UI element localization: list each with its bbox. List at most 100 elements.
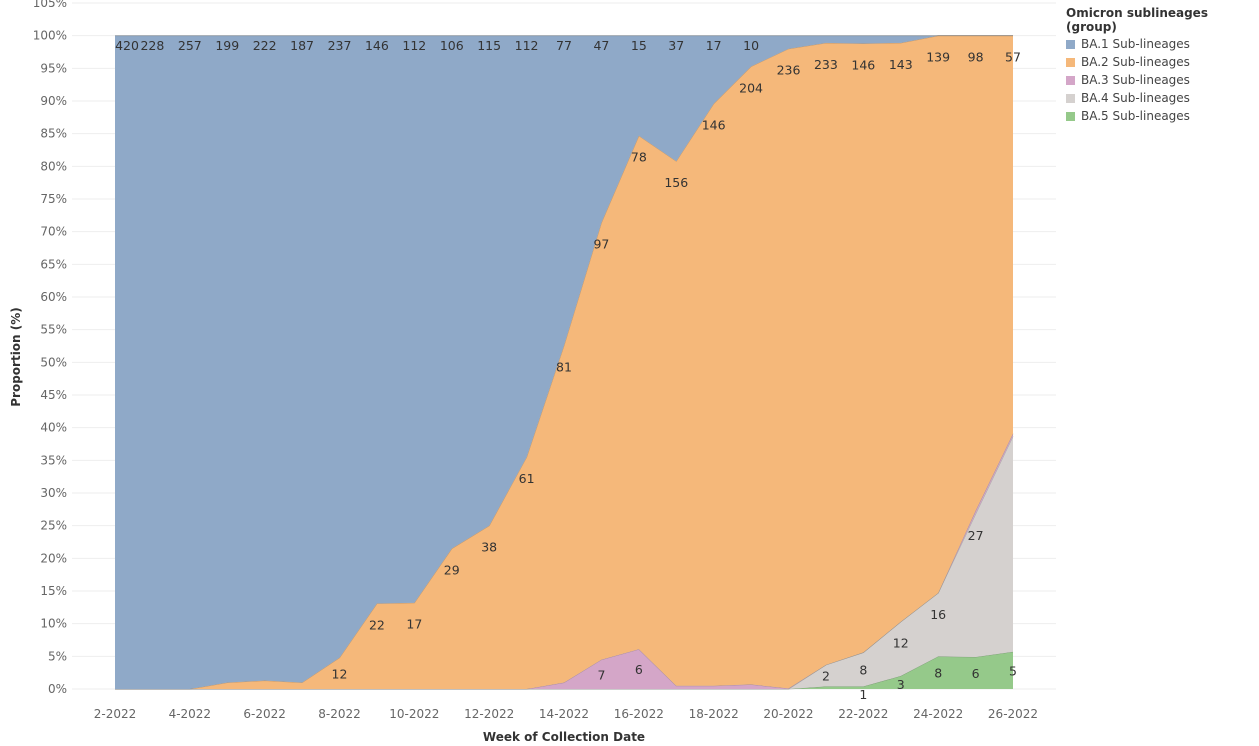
legend-swatch — [1066, 39, 1075, 49]
x-tick-label: 20-2022 — [763, 707, 813, 721]
area-ba-4-sub-lineages — [115, 436, 1013, 689]
y-tick-label: 85% — [40, 127, 67, 141]
legend-label: BA.4 Sub-lineages — [1081, 91, 1190, 105]
data-label: 8 — [934, 666, 942, 681]
y-tick-label: 10% — [40, 617, 67, 631]
data-label: 12 — [893, 636, 909, 651]
data-label: 187 — [290, 38, 314, 53]
data-label: 222 — [253, 38, 277, 53]
data-label: 12 — [332, 666, 348, 681]
data-label: 156 — [664, 175, 688, 190]
data-label: 17 — [406, 617, 422, 632]
data-label: 236 — [777, 63, 801, 78]
data-label: 27 — [968, 528, 984, 543]
data-label: 1 — [859, 687, 867, 702]
data-label: 22 — [369, 617, 385, 632]
data-label: 5 — [1009, 663, 1017, 678]
data-label: 98 — [968, 50, 984, 65]
data-label: 47 — [593, 38, 609, 53]
y-tick-label: 95% — [40, 61, 67, 75]
y-tick-label: 65% — [40, 257, 67, 271]
legend-item: BA.2 Sub-lineages — [1066, 53, 1259, 71]
data-label: 61 — [519, 471, 535, 486]
data-label: 15 — [631, 38, 647, 53]
data-label: 204 — [739, 80, 763, 95]
legend-label: BA.5 Sub-lineages — [1081, 109, 1190, 123]
y-tick-label: 75% — [40, 192, 67, 206]
data-label: 106 — [440, 38, 464, 53]
legend-item: BA.3 Sub-lineages — [1066, 71, 1259, 89]
data-label: 77 — [556, 38, 572, 53]
legend-item: BA.1 Sub-lineages — [1066, 35, 1259, 53]
y-axis-title: Proportion (%) — [9, 307, 23, 407]
data-label: 17 — [706, 38, 722, 53]
data-label: 29 — [444, 562, 460, 577]
y-tick-label: 15% — [40, 584, 67, 598]
legend-item: BA.5 Sub-lineages — [1066, 107, 1259, 125]
data-label: 146 — [365, 38, 389, 53]
x-tick-label: 26-2022 — [988, 707, 1038, 721]
legend-swatch — [1066, 75, 1075, 85]
data-label: 228 — [140, 38, 164, 53]
legend-title: Omicron sublineages (group) — [1066, 6, 1208, 34]
y-tick-label: 0% — [48, 682, 67, 696]
y-tick-label: 90% — [40, 94, 67, 108]
y-tick-label: 45% — [40, 388, 67, 402]
data-label: 420 — [115, 38, 139, 53]
y-axis-ticks: 0% 5% 10% 15% 20% 25% 30% 35% 40% 45% 50% 55% 60% 65%… — [33, 0, 67, 696]
y-tick-label: 70% — [40, 225, 67, 239]
data-label: 8 — [859, 662, 867, 677]
x-tick-label: 4-2022 — [169, 707, 212, 721]
data-label: 16 — [930, 607, 946, 622]
area-ba-5-sub-lineages — [115, 651, 1013, 689]
x-axis-ticks: 2-2022 4-2022 6-2022 8-2022 10-2022 12-2022 14… — [94, 707, 1038, 721]
data-label: 10 — [743, 38, 759, 53]
data-label: 257 — [178, 38, 202, 53]
data-label: 112 — [515, 38, 539, 53]
x-tick-label: 24-2022 — [913, 707, 963, 721]
y-tick-label: 80% — [40, 159, 67, 173]
y-tick-label: 20% — [40, 551, 67, 565]
legend-label: BA.2 Sub-lineages — [1081, 55, 1190, 69]
legend-item: BA.4 Sub-lineages — [1066, 89, 1259, 107]
x-tick-label: 16-2022 — [614, 707, 664, 721]
legend-swatch — [1066, 111, 1075, 121]
data-label: 199 — [215, 38, 239, 53]
legend-items: BA.1 Sub-lineages BA.2 Sub-lineages BA.3 S… — [1066, 35, 1259, 125]
legend-swatch — [1066, 57, 1075, 67]
y-tick-label: 35% — [40, 453, 67, 467]
x-tick-label: 14-2022 — [539, 707, 589, 721]
x-axis-title: Week of Collection Date — [483, 730, 645, 744]
data-label: 3 — [897, 677, 905, 692]
legend-swatch — [1066, 93, 1075, 103]
data-label: 81 — [556, 359, 572, 374]
x-tick-label: 6-2022 — [243, 707, 286, 721]
data-label: 38 — [481, 540, 497, 555]
y-tick-label: 105% — [33, 0, 67, 10]
y-tick-label: 40% — [40, 421, 67, 435]
y-tick-label: 100% — [33, 29, 67, 43]
data-label: 143 — [889, 57, 913, 72]
area-ba-1-sub-lineages — [115, 35, 1013, 690]
data-label: 237 — [328, 38, 352, 53]
x-tick-label: 12-2022 — [464, 707, 514, 721]
legend-label: BA.1 Sub-lineages — [1081, 37, 1190, 51]
x-tick-label: 22-2022 — [838, 707, 888, 721]
data-label: 115 — [477, 38, 501, 53]
data-label: 57 — [1005, 50, 1021, 65]
data-label: 146 — [851, 57, 875, 72]
x-tick-label: 2-2022 — [94, 707, 137, 721]
y-tick-label: 5% — [48, 649, 67, 663]
x-tick-label: 8-2022 — [318, 707, 361, 721]
x-tick-label: 18-2022 — [689, 707, 739, 721]
stacked-areas — [115, 35, 1014, 690]
data-label: 7 — [597, 667, 605, 682]
legend-label: BA.3 Sub-lineages — [1081, 73, 1190, 87]
data-label: 112 — [402, 38, 426, 53]
x-tick-label: 10-2022 — [389, 707, 439, 721]
data-label: 37 — [668, 38, 684, 53]
y-tick-label: 25% — [40, 519, 67, 533]
data-label: 2 — [822, 669, 830, 684]
